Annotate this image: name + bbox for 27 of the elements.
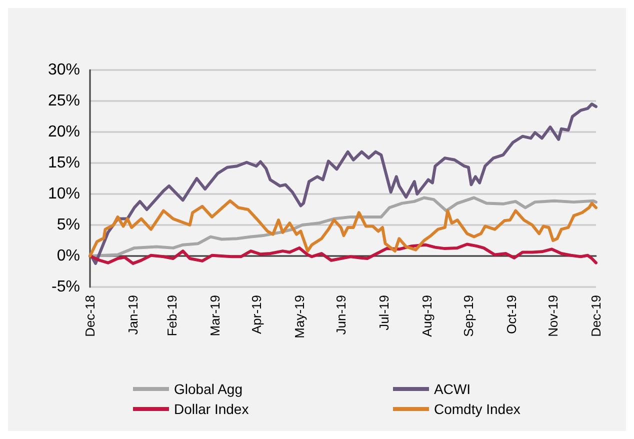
y-tick-label: 20%	[48, 124, 80, 140]
line-series	[88, 242, 598, 265]
x-tick-label: Jan-19	[125, 295, 140, 335]
y-tick-label: 0%	[56, 248, 80, 264]
legend-label: Comdty Index	[434, 401, 520, 417]
y-tick-label: 10%	[48, 186, 80, 202]
x-tick-label: Jul-19	[376, 295, 392, 330]
x-tick-label: Mar-19	[207, 295, 222, 336]
x-tick-label: Aug-19	[419, 295, 434, 337]
x-tick-label: Apr-19	[248, 295, 264, 334]
y-tick-label: 25%	[48, 92, 80, 110]
line-series	[88, 102, 598, 265]
x-tick-label: Nov-19	[546, 295, 561, 337]
x-tick-label: May-19	[292, 295, 307, 338]
y-tick-label: 30%	[48, 62, 80, 78]
x-tick-label: Dec-18	[82, 295, 98, 337]
x-tick-label: Oct-19	[504, 295, 519, 334]
x-tick-label: Jun-19	[333, 295, 348, 335]
x-tick-label: Feb-19	[164, 295, 180, 336]
x-tick-label: Sep-19	[460, 295, 476, 337]
legend-label: ACWI	[434, 381, 471, 397]
x-tick-label: Dec-19	[588, 295, 604, 337]
y-tick-label: -5%	[52, 278, 80, 296]
legend-label: Global Agg	[174, 381, 242, 397]
legend-label: Dollar Index	[174, 401, 249, 417]
y-tick-label: 5%	[56, 216, 80, 234]
y-tick-label: 15%	[48, 154, 80, 172]
